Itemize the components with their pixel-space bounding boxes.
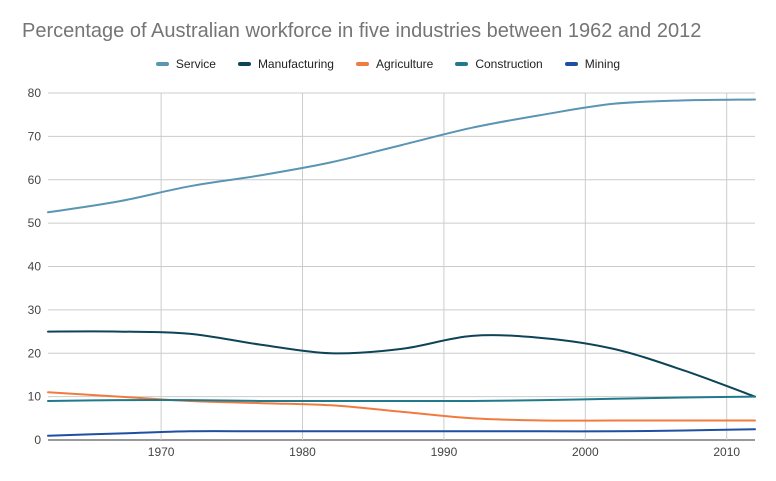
y-tick-label: 50 (28, 216, 42, 230)
legend-swatch-construction (455, 62, 469, 66)
legend-swatch-service (155, 62, 169, 66)
y-tick-label: 20 (28, 346, 42, 360)
legend-label-mining: Mining (584, 57, 621, 71)
y-tick-label: 30 (28, 303, 42, 317)
x-tick-label: 2000 (572, 445, 599, 459)
legend-item-construction[interactable]: Construction (455, 57, 543, 71)
series-line-manufacturing (47, 330, 756, 398)
legend-swatch-agriculture (355, 62, 369, 66)
x-tick-label: 1980 (289, 445, 316, 459)
x-tick-label: 1990 (431, 445, 458, 459)
y-tick-label: 10 (28, 390, 42, 404)
x-tick-label: 2010 (713, 445, 740, 459)
series-line-service (47, 98, 756, 214)
y-tick-label: 0 (34, 433, 41, 447)
x-tick-label: 1970 (148, 445, 175, 459)
y-tick-label: 80 (28, 86, 42, 100)
legend-label-service: Service (175, 57, 216, 71)
chart-title: Percentage of Australian workforce in fi… (22, 20, 702, 42)
series-line-construction (47, 395, 756, 403)
legend-label-construction: Construction (475, 57, 543, 71)
y-tick-label: 40 (28, 260, 42, 274)
legend-label-agriculture: Agriculture (375, 57, 434, 71)
y-tick-label: 60 (28, 173, 42, 187)
legend-item-mining[interactable]: Mining (564, 57, 621, 71)
legend-item-agriculture[interactable]: Agriculture (355, 57, 434, 71)
legend-label-manufacturing: Manufacturing (257, 57, 334, 71)
legend-item-service[interactable]: Service (155, 57, 216, 71)
legend: Service Manufacturing Agriculture Constr… (0, 57, 776, 71)
series-line-mining (47, 428, 756, 437)
legend-item-manufacturing[interactable]: Manufacturing (237, 57, 334, 71)
y-tick-label: 70 (28, 129, 42, 143)
legend-swatch-manufacturing (237, 62, 251, 66)
legend-swatch-mining (564, 62, 578, 66)
